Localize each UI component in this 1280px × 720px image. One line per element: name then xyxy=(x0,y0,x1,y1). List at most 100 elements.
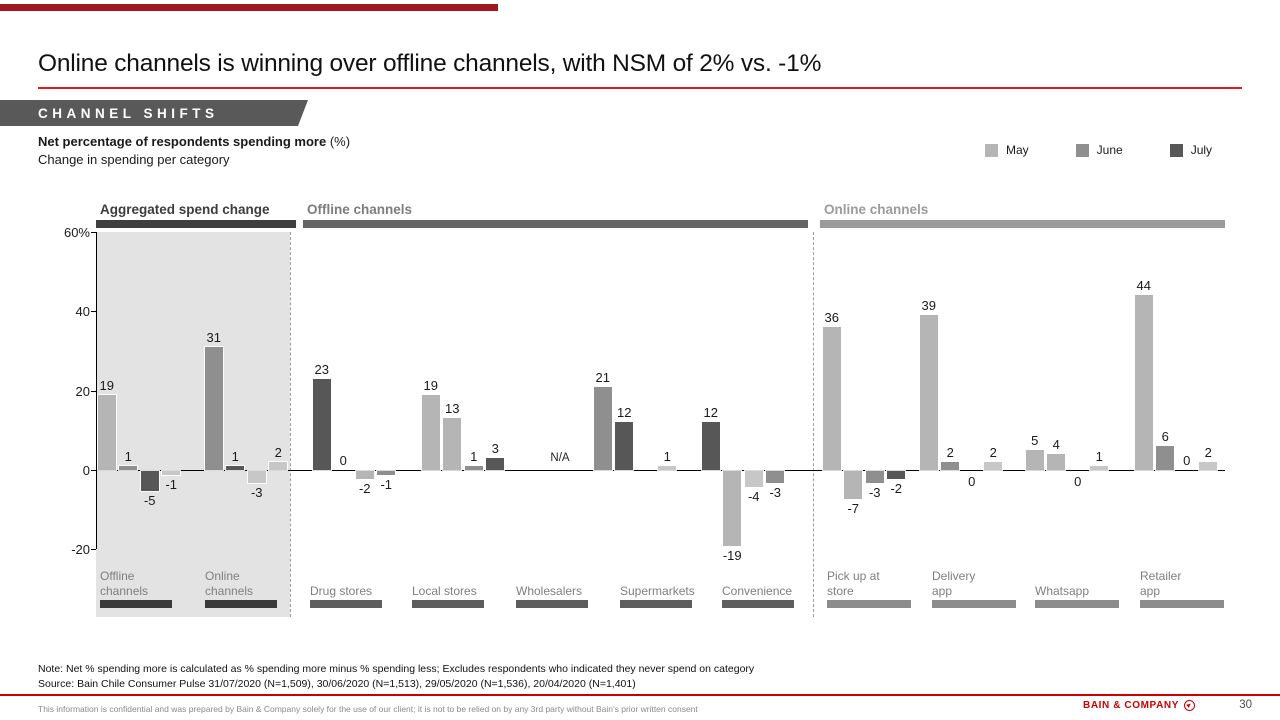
y-axis-tick xyxy=(91,311,96,313)
bar xyxy=(1155,445,1176,471)
bar-value-label: 2 xyxy=(946,445,954,461)
y-axis-tick-label: 40 xyxy=(75,304,90,320)
category-underline-bar xyxy=(1140,600,1224,608)
category-underline-bar xyxy=(620,600,692,608)
bain-logo-icon xyxy=(1184,700,1195,711)
category-label: Retailer app xyxy=(1140,569,1182,598)
bar xyxy=(864,470,885,484)
bar xyxy=(765,470,786,484)
section-header-2: Offline channels xyxy=(307,202,413,217)
bar xyxy=(1024,449,1045,471)
legend-swatch-july xyxy=(1169,143,1183,157)
bar-value-label: -1 xyxy=(380,476,393,492)
bar-value-label: 0 xyxy=(1183,453,1191,468)
bar xyxy=(1133,294,1154,471)
legend-swatch-may xyxy=(985,143,998,157)
page-title: Online channels is winning over offline … xyxy=(38,50,822,77)
chart-heading: Net percentage of respondents spending m… xyxy=(38,134,350,149)
kicker-label: CHANNEL SHIFTS xyxy=(38,105,219,121)
bar xyxy=(96,393,117,471)
category-label: Offline channels xyxy=(100,569,149,598)
category-label: Online channels xyxy=(205,569,254,598)
x-axis-baseline xyxy=(96,470,1225,471)
bar-value-label: -3 xyxy=(868,484,881,500)
bar-value-label: 3 xyxy=(491,441,499,457)
bar-value-label: -2 xyxy=(358,480,371,496)
bar-value-label: -1 xyxy=(165,476,178,492)
legend-item-may: May xyxy=(985,143,1029,157)
category-label: Wholesalers xyxy=(516,583,583,598)
category-underline-bar xyxy=(310,600,382,608)
bar-value-label: -3 xyxy=(769,484,782,500)
category-label: Whatsapp xyxy=(1035,583,1090,598)
footer-rule xyxy=(0,694,1280,696)
y-axis-tick-label: 60% xyxy=(63,224,90,240)
bar-value-label: 0 xyxy=(339,453,347,468)
section-header-bar-3 xyxy=(820,220,1225,228)
bar xyxy=(420,393,441,471)
bar xyxy=(442,417,463,471)
na-label: N/A xyxy=(550,452,570,464)
category-label: Pick up at store xyxy=(827,569,880,598)
legend-item-july: July xyxy=(1169,143,1213,157)
section-header-1: Aggregated spend change xyxy=(100,202,270,217)
bar-value-label: 5 xyxy=(1031,433,1039,449)
bar-value-label: 23 xyxy=(314,361,329,377)
category-underline-bar xyxy=(1035,600,1119,608)
bar-value-label: 19 xyxy=(99,377,114,393)
legend-swatch-june xyxy=(1075,143,1089,157)
aggregated-highlight-box xyxy=(96,232,290,617)
section-header-3: Online channels xyxy=(824,202,929,217)
legend-label-july: July xyxy=(1190,143,1213,157)
bar xyxy=(657,465,678,471)
category-label: Convenience xyxy=(722,583,793,598)
legend-label-may: May xyxy=(1006,143,1029,157)
chart-subheading: Change in spending per category xyxy=(38,152,230,167)
bar xyxy=(1046,453,1067,471)
bar xyxy=(743,470,764,488)
bar-value-label: 21 xyxy=(595,369,610,385)
bar xyxy=(139,470,160,492)
y-axis-tick xyxy=(91,231,96,233)
bar-value-label: 4 xyxy=(1052,437,1060,453)
bar-value-label: 39 xyxy=(921,298,936,314)
bar-value-label: 2 xyxy=(989,445,997,461)
chart-heading-bold: Net percentage of respondents spending m… xyxy=(38,134,327,149)
bar xyxy=(485,457,506,471)
brand-name: BAIN & COMPANY xyxy=(1083,700,1179,711)
bar-value-label: 1 xyxy=(663,449,671,465)
top-accent-bar xyxy=(0,4,498,11)
bar-value-label: -4 xyxy=(747,488,760,504)
bar-value-label: 12 xyxy=(703,405,718,421)
bar xyxy=(1198,461,1219,471)
brand-lockup: BAIN & COMPANY xyxy=(1083,700,1195,711)
category-label: Local stores xyxy=(412,583,477,598)
bar xyxy=(918,314,939,471)
bar-value-label: 2 xyxy=(274,445,282,461)
bar xyxy=(700,421,721,471)
category-underline-bar xyxy=(722,600,794,608)
bar xyxy=(203,346,224,471)
bar-value-label: 13 xyxy=(445,401,460,417)
bar xyxy=(463,465,484,471)
category-label: Supermarkets xyxy=(620,583,695,598)
y-axis-tick xyxy=(91,390,96,392)
section-separator-2 xyxy=(813,232,814,617)
bar-value-label: 36 xyxy=(824,310,839,326)
category-underline-bar xyxy=(516,600,588,608)
section-header-bar-2 xyxy=(303,220,808,228)
category-underline-bar xyxy=(100,600,172,608)
y-axis-tick-label: 20 xyxy=(75,383,90,399)
chart-note: Note: Net % spending more is calculated … xyxy=(38,663,755,675)
chart-heading-suffix: (%) xyxy=(326,134,351,149)
bar xyxy=(592,385,613,471)
bar-value-label: 1 xyxy=(231,449,239,465)
bar-value-label: 19 xyxy=(423,377,438,393)
footer-confidentiality: This information is confidential and was… xyxy=(38,704,698,714)
bar xyxy=(614,421,635,471)
section-separator-1 xyxy=(290,232,291,617)
y-axis-tick-label: 0 xyxy=(82,463,90,478)
bar-value-label: -5 xyxy=(143,492,156,508)
bar xyxy=(843,470,864,500)
y-axis-tick-label: -20 xyxy=(71,542,90,558)
